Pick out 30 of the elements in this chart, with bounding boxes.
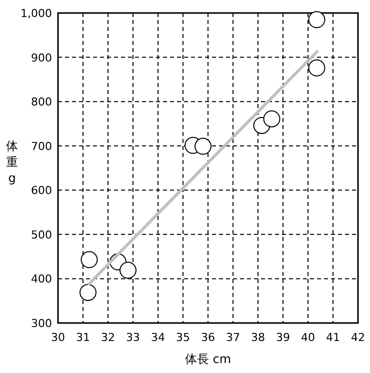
y-tick-label: 600 bbox=[31, 184, 52, 198]
x-tick-label: 41 bbox=[326, 331, 340, 344]
y-tick-label: 700 bbox=[31, 140, 52, 153]
x-tick-label: 38 bbox=[251, 331, 265, 344]
x-tick-label: 39 bbox=[276, 331, 290, 344]
x-tick-label: 40 bbox=[301, 331, 315, 344]
x-tick-label: 36 bbox=[201, 331, 215, 344]
point bbox=[263, 110, 280, 128]
y-tick-label: 300 bbox=[31, 317, 52, 330]
x-tick-label: 35 bbox=[176, 331, 190, 344]
y-tick-label: 400 bbox=[31, 272, 52, 286]
x-tick-label: 33 bbox=[126, 331, 140, 344]
y-tick-label: 1,000 bbox=[20, 7, 52, 20]
x-tick-label: 34 bbox=[151, 331, 165, 344]
x-tick-label: 32 bbox=[101, 331, 115, 344]
point bbox=[120, 262, 136, 279]
point bbox=[308, 59, 326, 76]
x-axis-title: 体長 cm bbox=[184, 352, 232, 366]
point bbox=[308, 11, 326, 28]
point bbox=[194, 138, 212, 155]
y-axis-title: 体重 g bbox=[6, 139, 18, 185]
x-tick-label: 31 bbox=[76, 331, 90, 344]
point bbox=[80, 251, 98, 268]
point bbox=[80, 284, 96, 301]
x-tick-label: 42 bbox=[351, 331, 365, 344]
x-tick-label: 30 bbox=[51, 331, 65, 344]
y-tick-label: 900 bbox=[31, 51, 52, 64]
y-tick-label: 500 bbox=[31, 228, 52, 242]
x-tick-label: 37 bbox=[226, 331, 240, 344]
y-tick-label: 800 bbox=[31, 96, 52, 109]
